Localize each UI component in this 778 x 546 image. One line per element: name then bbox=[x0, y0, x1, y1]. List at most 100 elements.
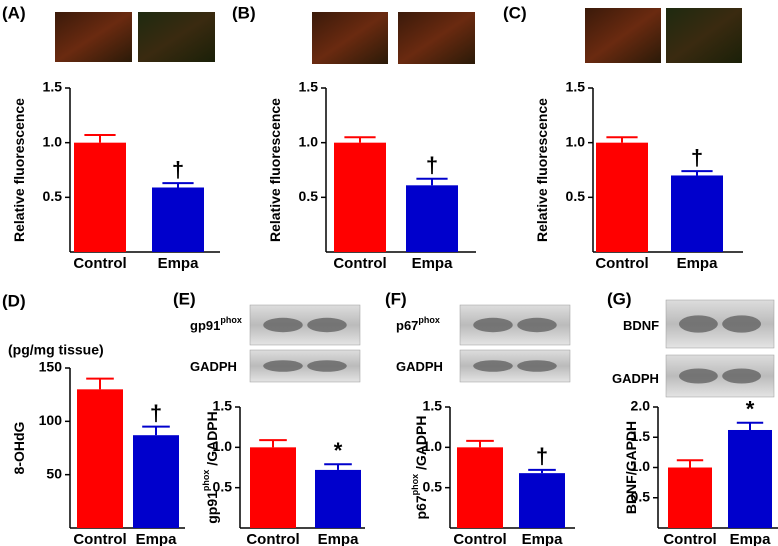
x-tick-label: Control bbox=[73, 531, 126, 546]
blot-band bbox=[517, 360, 557, 372]
y-axis-label: 8-OHdG bbox=[11, 421, 27, 474]
bar bbox=[74, 142, 126, 252]
y-axis-label-main: Relative fluorescence bbox=[534, 98, 550, 242]
significance-mark: † bbox=[150, 400, 162, 425]
blot-band bbox=[307, 360, 347, 372]
significance-mark: † bbox=[426, 153, 438, 178]
blot-label: GADPH bbox=[396, 359, 443, 374]
y-axis-label: BDNF/GAPDH bbox=[623, 421, 639, 514]
y-tick-label: 1.0 bbox=[213, 438, 233, 454]
bar bbox=[315, 469, 361, 528]
panel-label: (C) bbox=[503, 3, 527, 22]
y-axis-label-sup: phox bbox=[410, 474, 420, 496]
bar bbox=[133, 435, 179, 528]
bar bbox=[250, 447, 296, 528]
y-tick-label: 0.5 bbox=[43, 188, 63, 204]
bar bbox=[668, 467, 712, 528]
y-tick-label: 1.0 bbox=[299, 133, 319, 149]
blot-band bbox=[263, 360, 303, 372]
y-tick-label: 150 bbox=[39, 359, 63, 375]
bar bbox=[457, 447, 503, 528]
fluorescence-image bbox=[585, 8, 661, 63]
x-tick-label: Control bbox=[333, 255, 386, 272]
y-tick-label: 0.5 bbox=[299, 188, 319, 204]
y-axis-label-main: Relative fluorescence bbox=[11, 98, 27, 242]
y-tick-label: 50 bbox=[46, 465, 62, 481]
x-tick-label: Empa bbox=[730, 531, 772, 546]
panel-label: (B) bbox=[232, 3, 256, 22]
blot-label-main: GADPH bbox=[190, 359, 237, 374]
y-tick-label: 0.5 bbox=[423, 478, 443, 494]
y-tick-label: 1.0 bbox=[631, 458, 651, 474]
x-tick-label: Empa bbox=[412, 255, 454, 272]
y-axis-label: Relative fluorescence bbox=[267, 98, 283, 242]
fluorescence-image bbox=[138, 12, 215, 62]
blot-label: GADPH bbox=[190, 359, 237, 374]
panel-label: (A) bbox=[2, 3, 26, 22]
unit-label: (pg/mg tissue) bbox=[8, 342, 104, 358]
panel-label: (E) bbox=[173, 289, 196, 308]
blot-label: GADPH bbox=[612, 371, 659, 386]
y-tick-label: 1.5 bbox=[631, 428, 651, 444]
blot-label-sup: phox bbox=[220, 315, 242, 325]
significance-mark: † bbox=[536, 444, 548, 469]
x-tick-label: Empa bbox=[136, 531, 178, 546]
bar bbox=[406, 185, 458, 252]
x-tick-label: Empa bbox=[522, 531, 564, 546]
fluorescence-image bbox=[312, 12, 388, 64]
y-axis-label-sup: phox bbox=[201, 470, 211, 492]
x-tick-label: Control bbox=[246, 531, 299, 546]
fluorescence-image bbox=[666, 8, 742, 63]
bar bbox=[77, 389, 123, 528]
y-tick-label: 1.0 bbox=[423, 438, 443, 454]
significance-mark: * bbox=[334, 438, 343, 463]
fluorescence-image bbox=[55, 12, 132, 62]
blot-label-main: p67 bbox=[396, 318, 418, 333]
y-tick-label: 1.5 bbox=[566, 79, 586, 95]
blot-band bbox=[678, 315, 718, 333]
y-axis-label: p67phox /GADPH bbox=[410, 416, 428, 520]
y-tick-label: 0.5 bbox=[213, 478, 233, 494]
bar bbox=[671, 175, 723, 252]
x-tick-label: Empa bbox=[158, 255, 200, 272]
y-tick-label: 1.5 bbox=[213, 398, 233, 414]
y-axis-label-rest: /GADPH bbox=[413, 416, 429, 474]
y-tick-label: 1.5 bbox=[423, 398, 443, 414]
x-tick-label: Empa bbox=[318, 531, 360, 546]
y-tick-label: 1.0 bbox=[566, 133, 586, 149]
y-tick-label: 0.5 bbox=[566, 188, 586, 204]
y-tick-label: 1.0 bbox=[43, 133, 63, 149]
x-tick-label: Control bbox=[663, 531, 716, 546]
x-tick-label: Control bbox=[595, 255, 648, 272]
blot-band bbox=[678, 368, 718, 384]
blot-band bbox=[307, 317, 347, 333]
y-axis-label-main: gp91 bbox=[204, 491, 220, 524]
bar bbox=[728, 429, 772, 528]
y-tick-label: 0.5 bbox=[631, 488, 651, 504]
panels: (A) Relative fluorescence 0.5 1.0 1.5 Control… bbox=[2, 3, 778, 546]
y-axis-label-main: Relative fluorescence bbox=[267, 98, 283, 242]
y-axis-label-main: 8-OHdG bbox=[11, 421, 27, 474]
y-axis-label: gp91phox /GADPH bbox=[201, 411, 219, 524]
bar bbox=[334, 142, 386, 252]
y-axis-label-rest: /GADPH bbox=[204, 411, 220, 469]
blot-label-main: GADPH bbox=[396, 359, 443, 374]
significance-mark: † bbox=[172, 157, 184, 182]
y-tick-label: 1.5 bbox=[299, 79, 319, 95]
y-axis-label-main: p67 bbox=[413, 495, 429, 519]
blot-band bbox=[722, 315, 762, 333]
bar bbox=[152, 187, 204, 252]
panel-label: (D) bbox=[2, 291, 26, 310]
blot-band bbox=[722, 368, 762, 384]
fluorescence-image bbox=[398, 12, 475, 64]
blot-label-main: BDNF bbox=[623, 318, 659, 333]
blot-label-main: GADPH bbox=[612, 371, 659, 386]
blot-label: BDNF bbox=[623, 318, 659, 333]
significance-mark: * bbox=[746, 397, 755, 422]
y-axis-label: Relative fluorescence bbox=[534, 98, 550, 242]
significance-mark: † bbox=[691, 145, 703, 170]
y-axis-label: Relative fluorescence bbox=[11, 98, 27, 242]
x-tick-label: Control bbox=[73, 255, 126, 272]
panel-label: (G) bbox=[607, 289, 632, 308]
